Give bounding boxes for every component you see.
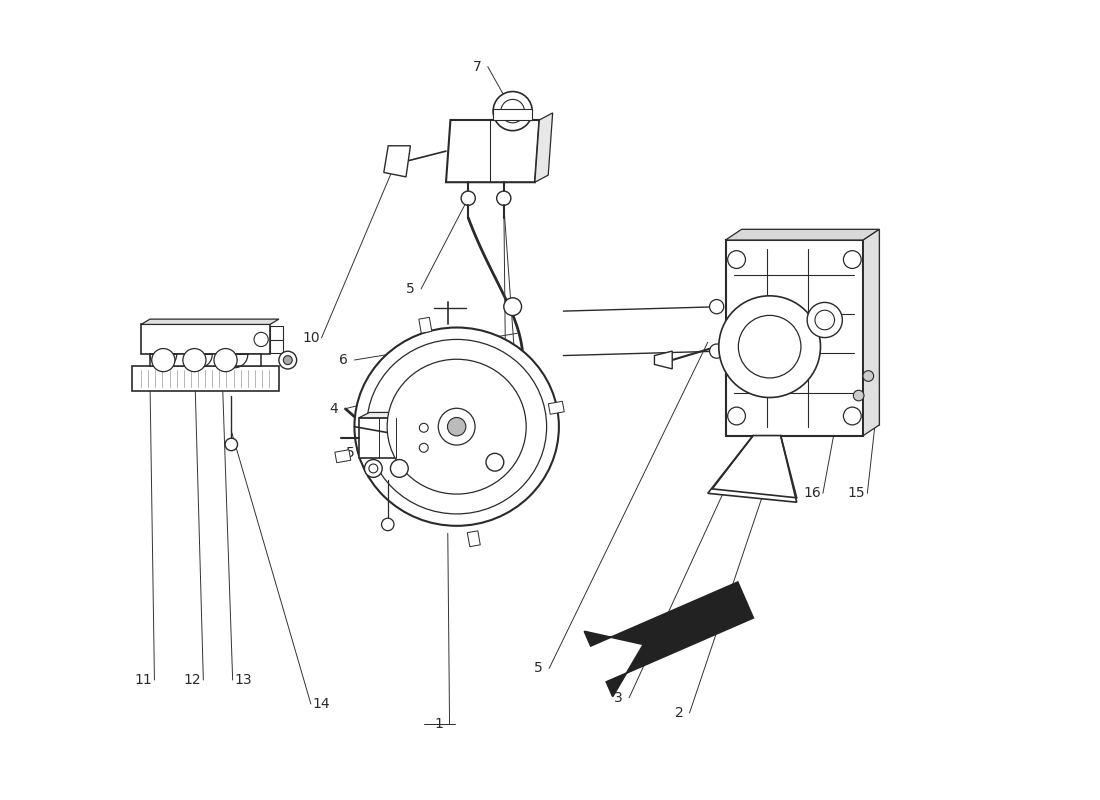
Polygon shape [535, 113, 552, 182]
Polygon shape [864, 230, 879, 435]
Circle shape [152, 349, 175, 372]
Circle shape [728, 407, 746, 425]
Text: 7: 7 [473, 60, 482, 74]
Text: 5: 5 [406, 282, 415, 296]
Circle shape [438, 408, 475, 445]
Circle shape [226, 438, 238, 450]
Text: 9: 9 [513, 450, 521, 465]
Circle shape [419, 443, 428, 452]
Polygon shape [132, 366, 279, 391]
Ellipse shape [354, 327, 559, 526]
Circle shape [738, 315, 801, 378]
Polygon shape [270, 338, 284, 353]
Polygon shape [584, 582, 754, 697]
Circle shape [486, 454, 504, 471]
Text: 4: 4 [330, 402, 339, 416]
Polygon shape [359, 413, 427, 418]
Circle shape [448, 418, 466, 436]
Text: 3: 3 [614, 690, 623, 705]
Circle shape [710, 299, 724, 314]
Text: 1: 1 [434, 718, 443, 731]
Ellipse shape [366, 339, 547, 514]
Text: 8: 8 [529, 469, 538, 482]
Circle shape [710, 344, 724, 358]
Text: 6: 6 [339, 353, 349, 367]
Circle shape [864, 370, 873, 382]
Text: 2: 2 [674, 706, 683, 720]
Text: 15: 15 [848, 486, 866, 500]
Text: 14: 14 [312, 697, 330, 711]
Polygon shape [654, 351, 672, 369]
Bar [468, 531, 481, 546]
Polygon shape [141, 319, 279, 325]
Text: 5: 5 [345, 446, 354, 460]
Text: 16: 16 [803, 486, 821, 500]
Circle shape [364, 459, 382, 478]
Polygon shape [726, 230, 879, 240]
Text: 11: 11 [135, 673, 153, 687]
Polygon shape [446, 120, 539, 182]
Bar [334, 450, 351, 462]
Circle shape [718, 296, 821, 398]
Polygon shape [150, 354, 261, 366]
Circle shape [844, 407, 861, 425]
Circle shape [854, 390, 864, 401]
Text: 10: 10 [302, 330, 320, 345]
Circle shape [461, 191, 475, 206]
Circle shape [183, 349, 206, 372]
Circle shape [504, 298, 521, 315]
Circle shape [284, 356, 293, 365]
Polygon shape [726, 240, 864, 435]
Bar [419, 318, 432, 333]
Circle shape [382, 518, 394, 530]
Bar [493, 110, 532, 120]
Circle shape [500, 99, 525, 123]
Circle shape [279, 351, 297, 369]
Polygon shape [270, 326, 284, 341]
Text: 5: 5 [535, 662, 542, 675]
Text: 12: 12 [184, 673, 201, 687]
Circle shape [390, 459, 408, 478]
Polygon shape [384, 146, 410, 177]
Ellipse shape [387, 359, 526, 494]
Polygon shape [359, 418, 417, 458]
Circle shape [497, 191, 510, 206]
Circle shape [728, 250, 746, 269]
Polygon shape [741, 230, 879, 425]
Circle shape [844, 250, 861, 269]
Circle shape [419, 423, 428, 432]
Circle shape [254, 332, 268, 346]
Circle shape [815, 310, 835, 330]
Polygon shape [707, 435, 796, 502]
Circle shape [807, 302, 843, 338]
Circle shape [493, 91, 532, 130]
Text: 13: 13 [234, 673, 252, 687]
Polygon shape [141, 325, 270, 354]
Circle shape [368, 464, 377, 473]
Circle shape [214, 349, 238, 372]
Bar [549, 402, 564, 414]
